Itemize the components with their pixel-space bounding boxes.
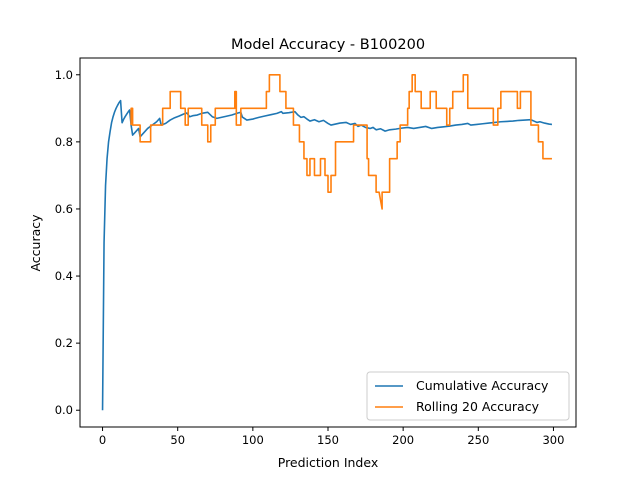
y-tick-label: 0.4	[55, 269, 73, 283]
legend: Cumulative Accuracy Rolling 20 Accuracy	[366, 371, 570, 421]
x-tick-label: 300	[542, 433, 564, 447]
x-tick-label: 100	[242, 433, 264, 447]
y-tick-label: 0.0	[55, 403, 73, 417]
x-tick-label: 200	[392, 433, 414, 447]
series-line-rolling-accuracy	[130, 73, 552, 210]
x-tick-label: 50	[170, 433, 185, 447]
legend-label-rolling: Rolling 20 Accuracy	[416, 399, 540, 414]
x-tick-label: 150	[317, 433, 339, 447]
x-axis-label: Prediction Index	[278, 455, 378, 470]
x-tick-label: 0	[99, 433, 106, 447]
y-axis: 0.0 0.2 0.4 0.6 0.8 1.0	[55, 68, 80, 417]
plot-frame	[79, 57, 577, 428]
y-axis-label: Accuracy	[28, 214, 43, 272]
x-axis: 0 50 100 150 200 250 300	[99, 427, 564, 447]
legend-label-cumulative: Cumulative Accuracy	[416, 378, 549, 393]
y-tick-label: 1.0	[55, 68, 73, 82]
legend-box	[366, 371, 570, 421]
y-tick-label: 0.8	[55, 135, 73, 149]
y-tick-label: 0.6	[55, 202, 73, 216]
x-tick-label: 250	[467, 433, 489, 447]
y-tick-label: 0.2	[55, 336, 73, 350]
chart-title: Model Accuracy - B100200	[231, 37, 425, 53]
